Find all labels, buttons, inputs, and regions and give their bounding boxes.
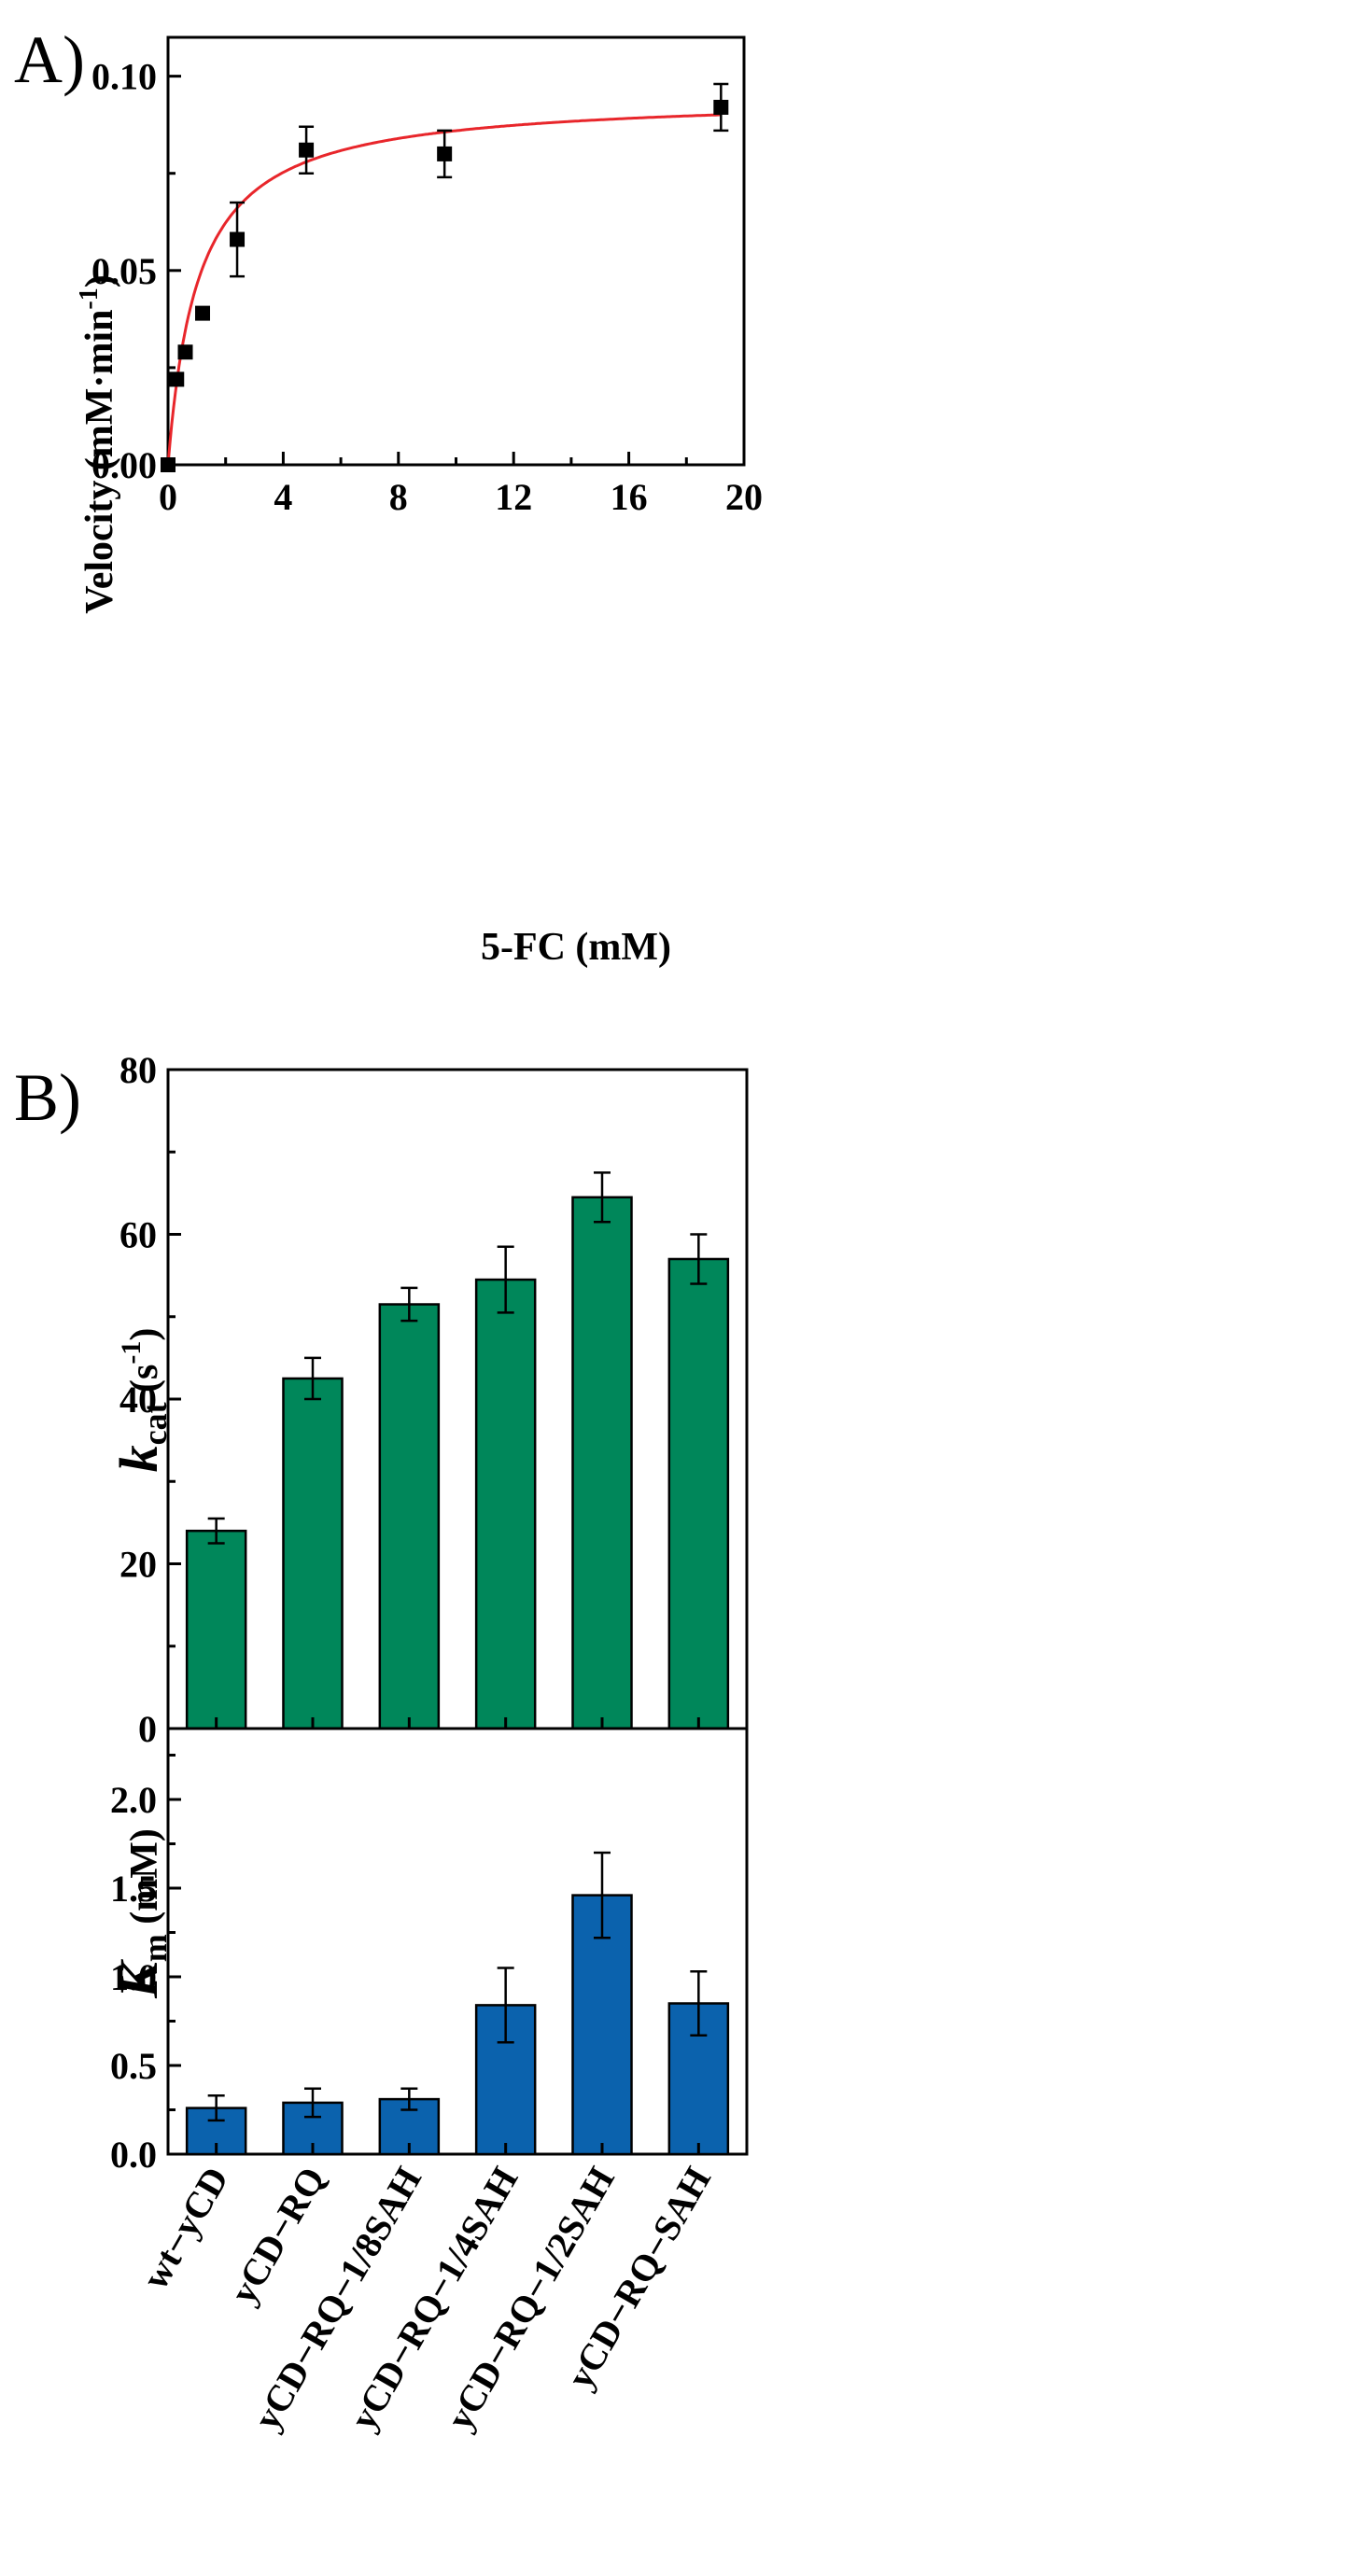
chart-a-xtick-label: 8 — [389, 476, 408, 518]
chart-b-ytick-label: 1.0 — [110, 1956, 157, 1998]
chart-b-frame — [166, 1727, 749, 2156]
chart-b-km-bars: Km (mM) 0.00.51.01.52.0wt−yCDyCD−RQyCD−R… — [108, 1727, 749, 2437]
chart-a-ytick-label: 0.05 — [91, 250, 157, 292]
chart-a-xtick-label: 20 — [725, 476, 763, 518]
chart-a-velocity-curve: 5-FC (mM) Velocity (mM·min-1) 0 4 8 12 16 20 0… — [75, 35, 763, 969]
chart-a-ytick-label: 0.10 — [91, 56, 157, 98]
chart-b-bar — [282, 1377, 344, 1730]
chart-b-ytick-label: 80 — [119, 1049, 157, 1091]
panel-label-a: A) — [14, 22, 85, 97]
chart-b-ytick-label: 40 — [119, 1379, 157, 1421]
chart-a-xtick-label: 12 — [495, 476, 532, 518]
chart-b-ytick-label: 60 — [119, 1214, 157, 1256]
chart-b-ytick-label: 1.5 — [110, 1868, 157, 1910]
chart-a-data-point — [169, 371, 185, 387]
chart-b-bar — [667, 1257, 730, 1730]
chart-b-ytick-label: 0.0 — [110, 2134, 157, 2176]
chart-b-category-label: wt−yCD — [133, 2160, 236, 2296]
panel-label-b: B) — [14, 1060, 81, 1135]
chart-b-ytick-label: 0.5 — [110, 2045, 157, 2087]
chart-b-frame — [166, 1068, 749, 1730]
chart-a-data-point — [437, 146, 453, 161]
chart-a-data-point — [195, 305, 211, 321]
chart-a-frame — [166, 35, 746, 467]
chart-b-ytick-label: 2.0 — [110, 1779, 157, 1821]
chart-b-bar — [571, 1196, 633, 1730]
chart-a-xtick-label: 16 — [611, 476, 648, 518]
chart-b-ytick-label: 0 — [138, 1708, 157, 1750]
chart-b-bar — [474, 1278, 537, 1730]
chart-b-bar — [378, 1303, 441, 1730]
chart-a-data-point — [713, 99, 729, 115]
chart-a-ytick-label: 0.00 — [91, 444, 157, 486]
chart-b-bar — [185, 1529, 247, 1730]
chart-a-data-point — [177, 344, 193, 360]
chart-b-category-label: yCD−RQ — [222, 2160, 333, 2311]
chart-a-data-point — [230, 231, 246, 247]
chart-a-ylabel: Velocity (mM·min-1) — [75, 274, 121, 614]
chart-a-xtick-label: 0 — [159, 476, 177, 518]
chart-b-ytick-label: 20 — [119, 1544, 157, 1586]
chart-a-xtick-label: 4 — [274, 476, 292, 518]
chart-a-data-point — [299, 142, 315, 158]
chart-a-xlabel: 5-FC (mM) — [481, 926, 671, 969]
chart-a-data-point — [161, 457, 176, 472]
